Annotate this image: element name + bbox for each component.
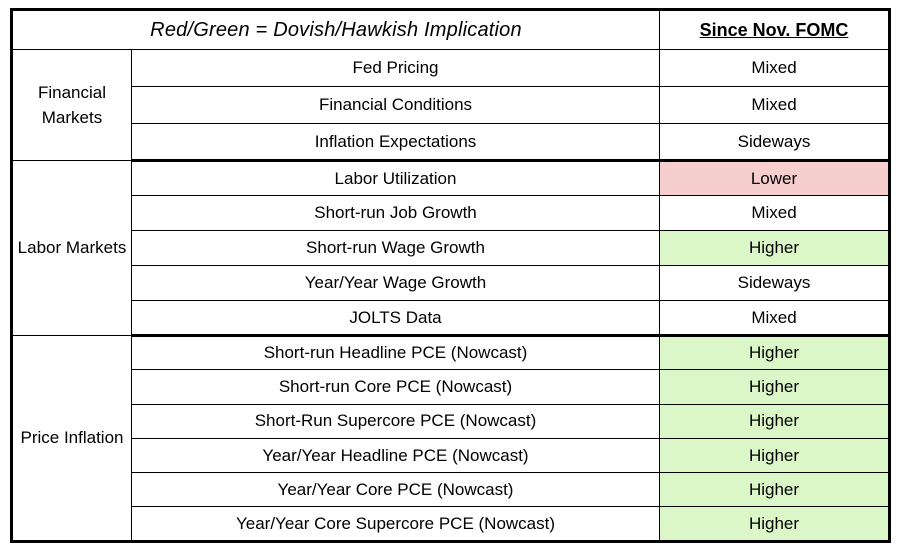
table-row: Financial Markets Fed Pricing Mixed	[11, 49, 890, 161]
group-label-cell: Financial Markets	[11, 49, 132, 161]
value-column-header: Since Nov. FOMC	[659, 9, 890, 50]
status-value-cell: Higher	[659, 506, 890, 543]
group-label-cell: Price Inflation	[11, 335, 132, 542]
status-value-cell: Sideways	[659, 123, 890, 162]
table-row: Short-Run Supercore PCE (Nowcast) Higher	[12, 403, 890, 439]
indicator-cell: Short-run Headline PCE (Nowcast)	[131, 334, 660, 371]
status-value-cell: Mixed	[659, 49, 890, 87]
table-row: Price Inflation Short-run Headline PCE (N…	[11, 334, 890, 542]
indicator-cell: Year/Year Headline PCE (Nowcast)	[131, 437, 660, 474]
indicator-cell: Short-run Core PCE (Nowcast)	[131, 369, 660, 405]
status-value-cell: Lower	[659, 160, 890, 196]
group-label-cell: Labor Markets	[11, 160, 132, 336]
status-value-cell: Higher	[659, 437, 890, 474]
table-row: Year/Year Headline PCE (Nowcast) Higher	[12, 437, 890, 474]
indicator-cell: Financial Conditions	[131, 86, 660, 124]
table-row: Financial Conditions Mixed	[12, 86, 890, 124]
table-row: Year/Year Core Supercore PCE (Nowcast) Hi…	[12, 506, 890, 543]
status-value-cell: Higher	[659, 472, 890, 508]
indicator-cell: Short-run Job Growth	[131, 195, 660, 231]
status-value-cell: Higher	[659, 369, 890, 405]
status-value-cell: Higher	[659, 403, 890, 439]
table-row: Short-run Core PCE (Nowcast) Higher	[12, 369, 890, 405]
table-row: Inflation Expectations Sideways	[12, 123, 890, 162]
indicator-cell: Year/Year Wage Growth	[131, 265, 660, 301]
indicator-cell: Inflation Expectations	[131, 123, 660, 162]
value-column-header-label: Since Nov. FOMC	[699, 19, 849, 40]
indicator-cell: Labor Utilization	[131, 160, 660, 196]
implication-summary-table: Red/Green = Dovish/Hawkish Implication S…	[10, 8, 891, 543]
indicator-cell: Short-run Wage Growth	[131, 230, 660, 266]
table-row: Year/Year Wage Growth Sideways	[12, 265, 890, 301]
indicator-cell: Year/Year Core Supercore PCE (Nowcast)	[131, 506, 660, 543]
status-value-cell: Sideways	[659, 265, 890, 301]
table-row: Labor Markets Labor Utilization Lower	[11, 160, 890, 336]
status-value-cell: Higher	[659, 230, 890, 266]
status-value-cell: Mixed	[659, 195, 890, 231]
table-row: Short-run Wage Growth Higher	[12, 230, 890, 266]
indicator-cell: Fed Pricing	[131, 49, 660, 87]
table-row: Year/Year Core PCE (Nowcast) Higher	[12, 472, 890, 508]
table-row: Short-run Job Growth Mixed	[12, 195, 890, 231]
table-body: Financial Markets Fed Pricing Mixed Financi…	[11, 49, 890, 543]
status-value-cell: Mixed	[659, 86, 890, 124]
table-legend-title: Red/Green = Dovish/Hawkish Implication	[11, 9, 660, 50]
status-value-cell: Mixed	[659, 300, 890, 337]
indicator-cell: JOLTS Data	[131, 300, 660, 337]
indicator-cell: Short-Run Supercore PCE (Nowcast)	[131, 403, 660, 439]
header-row: Red/Green = Dovish/Hawkish Implication S…	[11, 9, 890, 50]
table-row: JOLTS Data Mixed	[12, 300, 890, 337]
status-value-cell: Higher	[659, 334, 890, 371]
indicator-cell: Year/Year Core PCE (Nowcast)	[131, 472, 660, 508]
